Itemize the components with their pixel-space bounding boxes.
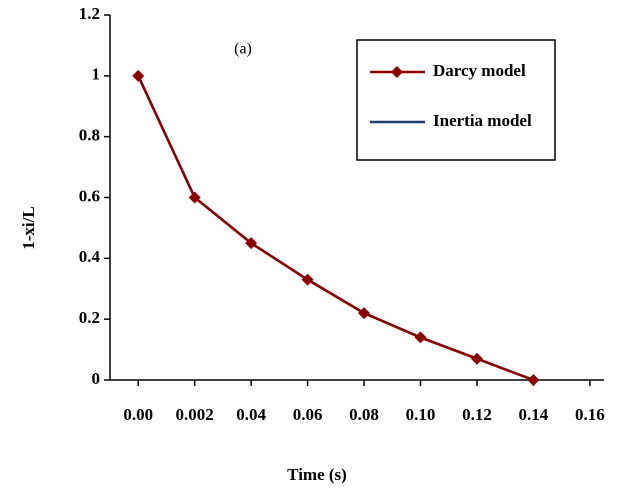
x-tick-label: 0.14 <box>519 405 549 424</box>
marker <box>527 374 540 386</box>
x-tick-label: 0.00 <box>123 405 153 424</box>
legend-marker <box>391 66 403 78</box>
marker <box>132 69 145 82</box>
annotation: (a) <box>234 41 252 58</box>
legend-box <box>356 39 556 161</box>
x-axis-label: Time (s) <box>287 465 347 484</box>
y-tick-label: 1 <box>92 65 101 84</box>
x-tick-label: 0.08 <box>349 405 379 424</box>
x-tick-label: 0.16 <box>575 405 605 424</box>
y-tick-label: 0 <box>92 369 101 388</box>
marker <box>470 352 483 365</box>
y-tick-label: 0.6 <box>79 186 100 205</box>
y-tick-label: 0.4 <box>79 247 101 266</box>
y-tick-label: 0.8 <box>79 126 100 145</box>
x-tick-label: 0.04 <box>236 405 266 424</box>
series-line <box>137 75 534 382</box>
marker <box>358 307 371 320</box>
legend-label: Darcy model <box>433 61 526 80</box>
y-axis-label: 1-xi/L <box>19 206 38 249</box>
x-tick-label: 0.12 <box>462 405 492 424</box>
y-tick-label: 0.2 <box>79 308 100 327</box>
marker <box>245 237 258 250</box>
marker <box>301 273 314 286</box>
marker <box>414 331 427 344</box>
y-tick-label: 1.2 <box>79 4 100 23</box>
x-tick-label: 0.10 <box>406 405 436 424</box>
legend-label: Inertia model <box>433 111 532 130</box>
x-tick-label: 0.06 <box>293 405 323 424</box>
marker <box>188 191 201 204</box>
x-tick-label: 0.002 <box>176 405 214 424</box>
